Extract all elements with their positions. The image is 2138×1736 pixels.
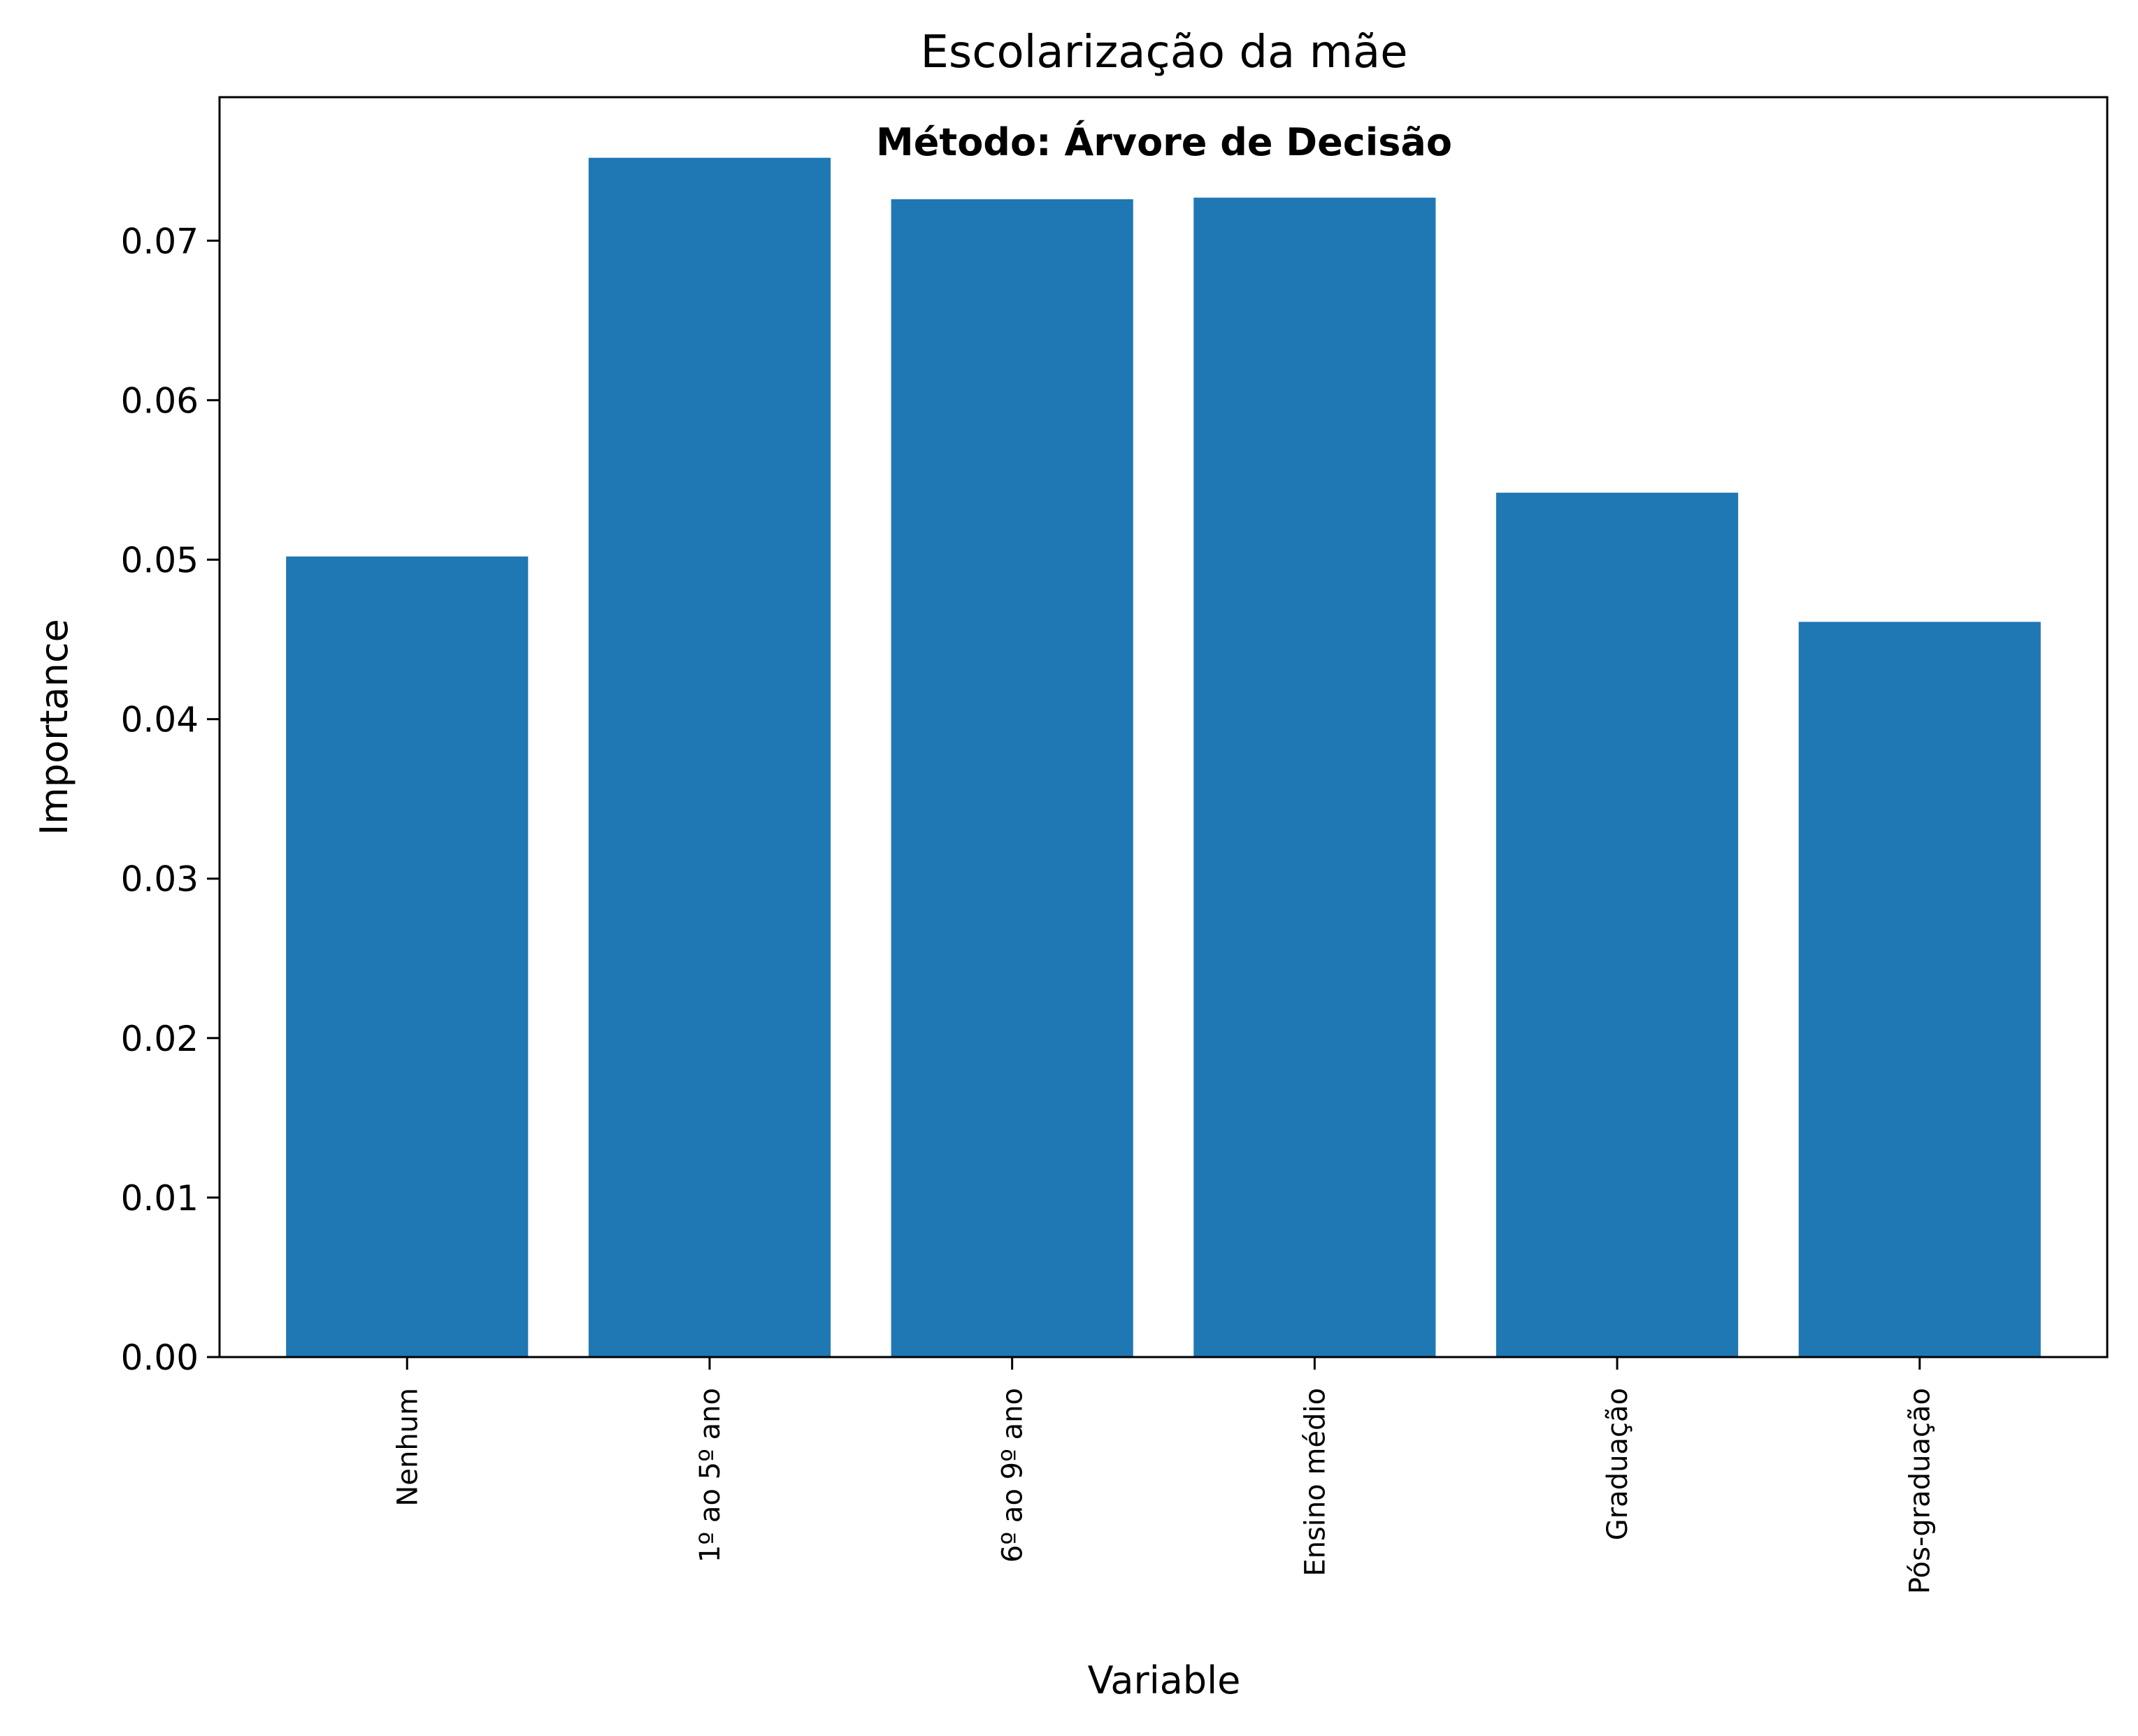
- x-axis-ticks: Nenhum 1º ao 5º ano 6º ao 9º ano Ensino méd…: [392, 1357, 1937, 1594]
- y-tick-label: 0.03: [121, 859, 199, 900]
- bar-3: [1193, 197, 1436, 1357]
- x-tick-label: 6º ao 9º ano: [997, 1388, 1029, 1563]
- bar-1: [588, 157, 831, 1358]
- y-tick-label: 0.05: [121, 540, 199, 580]
- y-tick-label: 0.01: [121, 1178, 199, 1219]
- bars-layer: [286, 157, 2041, 1358]
- y-tick-label: 0.00: [121, 1337, 199, 1378]
- y-tick-label: 0.07: [121, 221, 199, 261]
- y-axis-label: Importance: [32, 619, 76, 835]
- y-axis-ticks: 0.00 0.01 0.02 0.03 0.04 0.05 0.06 0.07: [121, 221, 220, 1378]
- chart-title: Escolarização da mãe: [920, 27, 1407, 78]
- bar-2: [891, 199, 1133, 1357]
- x-tick-label: Graduação: [1602, 1388, 1634, 1540]
- bar-5: [1798, 622, 2041, 1358]
- x-tick-label: Pós-graduação: [1904, 1388, 1937, 1594]
- bar-4: [1495, 492, 1739, 1357]
- y-tick-label: 0.04: [121, 700, 199, 740]
- y-tick-label: 0.06: [121, 380, 199, 421]
- plot-frame: [218, 96, 2109, 1358]
- bar-0: [286, 556, 529, 1357]
- x-tick-label: Ensino médio: [1299, 1388, 1331, 1577]
- x-tick-label: 1º ao 5º ano: [694, 1388, 726, 1563]
- x-tick-label: Nenhum: [392, 1388, 424, 1507]
- y-tick-label: 0.02: [121, 1019, 199, 1059]
- x-axis-label: Variable: [1088, 1658, 1241, 1702]
- method-annotation: Método: Árvore de Decisão: [876, 120, 1452, 164]
